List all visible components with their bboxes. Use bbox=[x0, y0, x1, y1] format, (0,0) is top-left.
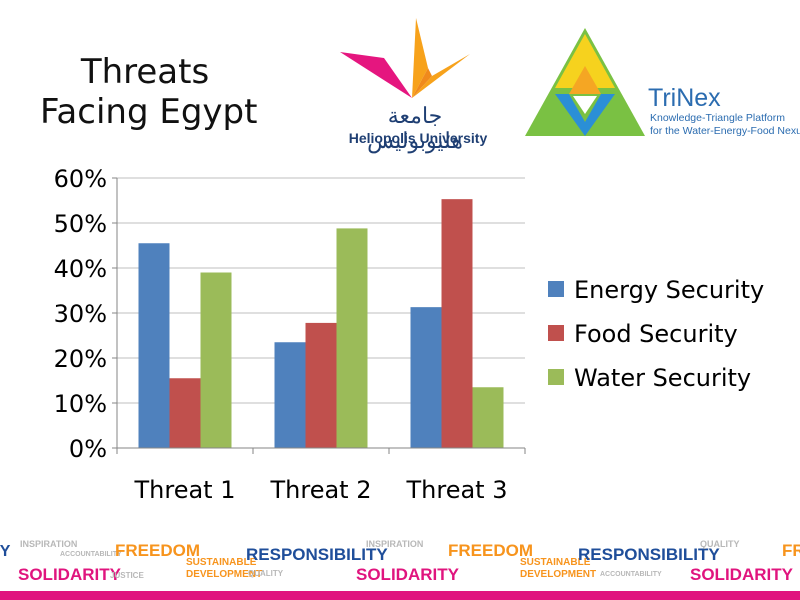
legend-swatch bbox=[548, 369, 564, 385]
legend-swatch bbox=[548, 281, 564, 297]
y-tick-label: 10% bbox=[54, 390, 107, 418]
threats-bar-chart: 0% 10% 20% 30% 40% 50% 60% Threat 1 Threat 2 Thre… bbox=[54, 165, 765, 504]
bar-energy-security bbox=[410, 307, 442, 448]
footer-word: QUALITY bbox=[248, 569, 284, 578]
footer-word: ACCOUNTABILITY bbox=[60, 551, 122, 558]
slide-title-line1: Threats bbox=[80, 52, 210, 92]
bar-water-security bbox=[472, 387, 504, 448]
x-tick-label: Threat 3 bbox=[406, 476, 508, 504]
y-tick-label: 0% bbox=[69, 435, 107, 463]
heliopolis-english-name: Heliopolis University bbox=[348, 130, 488, 146]
heliopolis-arabic-name: جامعة هليوبوليس bbox=[367, 104, 463, 154]
footer-word: INSPIRATION bbox=[20, 539, 78, 549]
heliopolis-bird-icon bbox=[340, 18, 470, 98]
x-tick-label: Threat 1 bbox=[134, 476, 236, 504]
footer-word: JUSTICE bbox=[110, 571, 144, 580]
legend-swatch bbox=[548, 325, 564, 341]
y-tick-label: 40% bbox=[54, 255, 107, 283]
slide-title: Threats Facing Egypt bbox=[40, 52, 258, 132]
footer-word: DEVELOPMENT bbox=[520, 569, 597, 580]
y-tick-label: 20% bbox=[54, 345, 107, 373]
heliopolis-university-logo: جامعة هليوبوليس Heliopolis University bbox=[320, 18, 500, 154]
footer-word: SOLIDARITY bbox=[18, 565, 121, 584]
footer-word: QUALITY bbox=[700, 539, 740, 549]
footer-word: RESPONSIBILITY bbox=[246, 545, 388, 564]
footer-word: SUSTAINABLE bbox=[186, 557, 257, 568]
footer-word: TY bbox=[0, 543, 11, 560]
legend-label: Food Security bbox=[574, 320, 738, 348]
footer-word: FREEDOM bbox=[448, 541, 533, 560]
values-footer-banner: TY SOLIDARITY INSPIRATION ACCOUNTABILITY… bbox=[0, 525, 800, 600]
bar-water-security bbox=[200, 272, 232, 448]
bar-food-security bbox=[305, 322, 337, 448]
trinex-triangle-icon bbox=[525, 28, 645, 136]
footer-word: FR bbox=[782, 541, 800, 560]
footer-word: SUSTAINABLE bbox=[520, 557, 591, 568]
y-tick-label: 50% bbox=[54, 210, 107, 238]
x-tick-label: Threat 2 bbox=[270, 476, 372, 504]
bar-water-security bbox=[336, 228, 368, 448]
footer-word: RESPONSIBILITY bbox=[578, 545, 720, 564]
bar-energy-security bbox=[138, 243, 170, 448]
footer-word: DEVELOPMENT bbox=[186, 569, 263, 580]
trinex-tagline-2: for the Water-Energy-Food Nexus bbox=[650, 125, 800, 137]
footer-word: FREEDOM bbox=[115, 541, 200, 560]
bar-food-security bbox=[441, 199, 473, 448]
bar-food-security bbox=[169, 378, 201, 448]
footer-word: SOLIDARITY bbox=[690, 565, 793, 584]
y-tick-label: 30% bbox=[54, 300, 107, 328]
y-tick-label: 60% bbox=[54, 165, 107, 193]
footer-word: SOLIDARITY bbox=[356, 565, 459, 584]
trinex-tagline-1: Knowledge-Triangle Platform bbox=[650, 112, 786, 124]
legend-label: Energy Security bbox=[574, 276, 764, 304]
footer-pink-band bbox=[0, 591, 800, 600]
footer-word: ACCOUNTABILITY bbox=[600, 571, 662, 578]
bar-energy-security bbox=[274, 342, 306, 448]
trinex-logo: TriNex Knowledge-Triangle Platform for t… bbox=[525, 28, 800, 148]
footer-word: INSPIRATION bbox=[366, 539, 424, 549]
trinex-name: TriNex bbox=[648, 84, 721, 112]
legend-label: Water Security bbox=[574, 364, 751, 392]
slide-title-line2: Facing Egypt bbox=[40, 92, 258, 132]
